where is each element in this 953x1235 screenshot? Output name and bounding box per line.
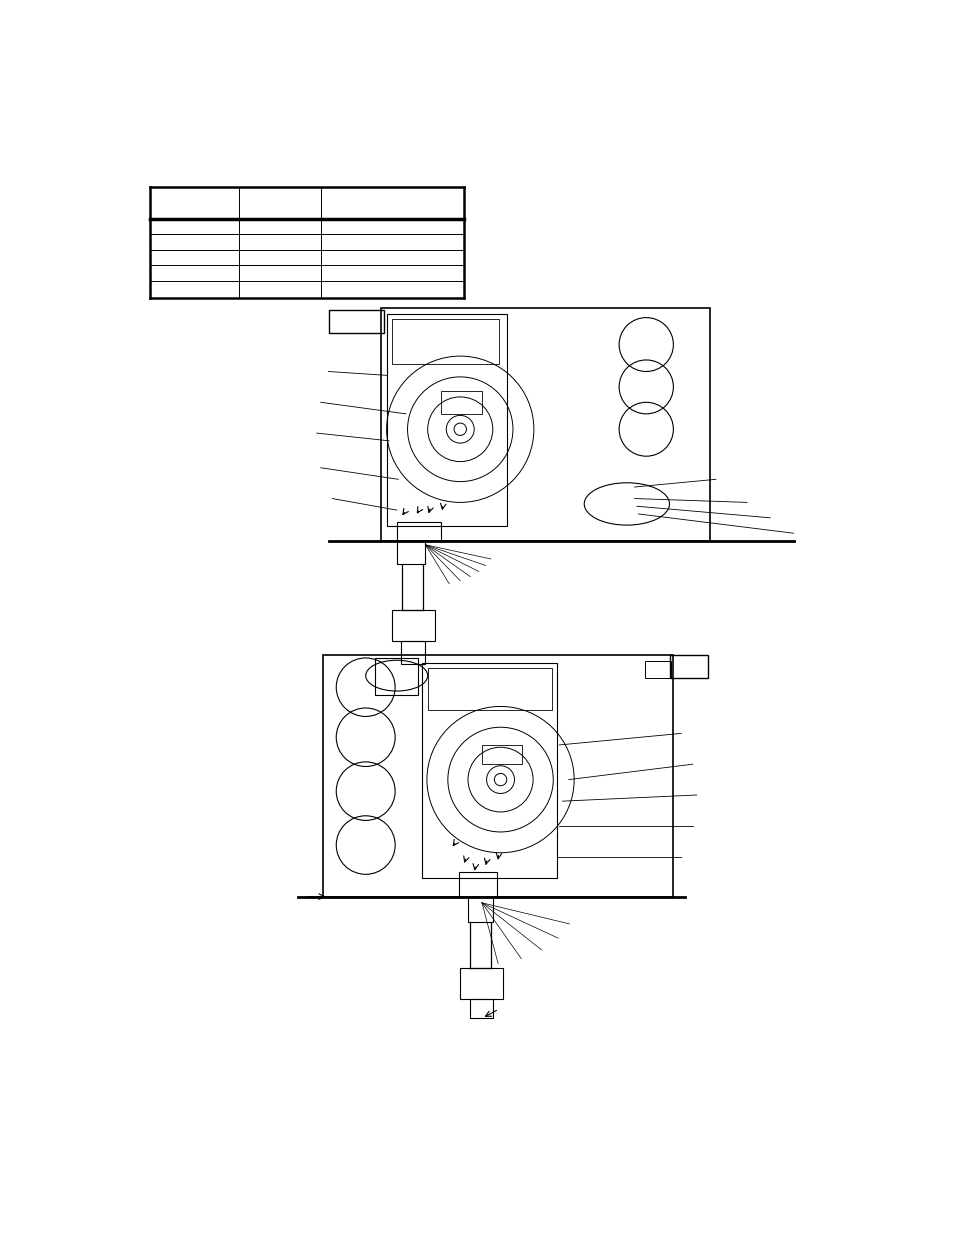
Bar <box>328 310 384 333</box>
Bar <box>644 661 670 678</box>
Bar <box>400 641 425 664</box>
Bar <box>375 658 417 695</box>
Bar <box>392 319 498 364</box>
Bar <box>392 610 435 641</box>
Bar <box>323 655 672 897</box>
Bar <box>669 655 707 678</box>
Bar <box>381 309 709 541</box>
Bar <box>459 968 502 999</box>
Bar <box>468 897 493 923</box>
Bar <box>481 745 521 764</box>
Bar <box>440 390 481 414</box>
Bar <box>396 521 440 541</box>
Bar <box>458 872 497 897</box>
Bar <box>386 314 506 526</box>
Bar <box>469 999 493 1019</box>
Bar <box>427 668 551 710</box>
Bar <box>421 662 557 878</box>
Bar <box>396 541 425 564</box>
